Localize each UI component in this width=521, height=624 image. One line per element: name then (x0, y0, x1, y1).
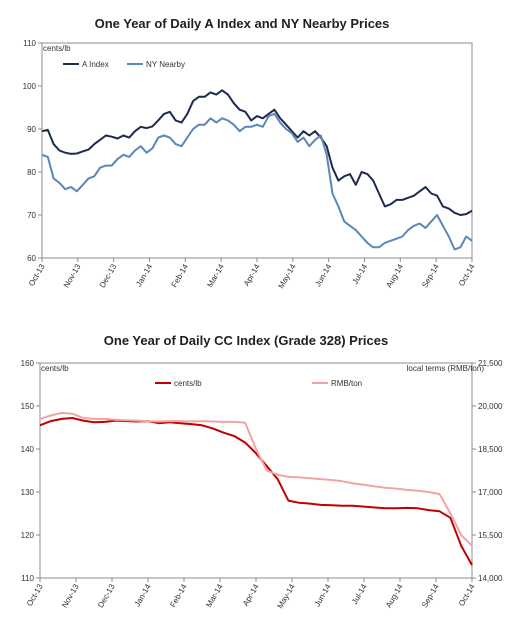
y2-tick-label: 17,000 (478, 488, 503, 497)
y2-tick-label: 18,500 (478, 445, 503, 454)
y-tick-label: 110 (21, 574, 34, 583)
x-tick-label: Nov-13 (60, 582, 81, 609)
chart-title: One Year of Daily CC Index (Grade 328) P… (104, 333, 388, 348)
y-tick-label: 140 (21, 445, 35, 454)
x-tick-label: Jan-14 (133, 582, 153, 608)
x-tick-label: Oct-14 (457, 582, 477, 608)
y2-tick-label: 14,000 (478, 574, 503, 583)
x-tick-label: Sep-14 (420, 582, 441, 609)
x-tick-label: Apr-14 (241, 582, 261, 608)
y-tick-label: 110 (23, 39, 36, 48)
y-tick-label: 150 (21, 402, 35, 411)
x-tick-label: Nov-13 (62, 262, 83, 289)
x-tick-label: Jun-14 (313, 582, 333, 608)
chart-cc-index: One Year of Daily CC Index (Grade 328) P… (21, 333, 503, 610)
y-tick-label: 80 (27, 168, 36, 177)
series-line-ny-nearby (41, 112, 473, 251)
x-tick-label: Dec-13 (98, 262, 119, 289)
legend-label: cents/lb (174, 379, 202, 388)
y2-axis-label: local terms (RMB/ton) (407, 364, 485, 373)
plot-frame (39, 362, 473, 579)
y2-tick-label: 15,500 (478, 531, 503, 540)
y-tick-label: 160 (21, 359, 35, 368)
y-tick-label: 100 (23, 82, 37, 91)
y2-tick-label: 20,000 (478, 402, 503, 411)
x-tick-label: Sep-14 (420, 262, 441, 289)
chart-a-index-ny-nearby: One Year of Daily A Index and NY Nearby … (23, 16, 477, 290)
x-tick-label: Oct-13 (25, 582, 45, 608)
x-tick-label: Mar-14 (204, 582, 225, 609)
series-line-rmb-ton (39, 411, 473, 547)
x-tick-label: Aug-14 (384, 262, 405, 289)
x-tick-label: Jul-14 (351, 262, 370, 286)
plot-frame (41, 42, 473, 259)
x-tick-label: Jun-14 (313, 262, 333, 288)
legend-label: NY Nearby (146, 60, 185, 69)
series-line-a-index (41, 89, 473, 216)
y-axis-label: cents/lb (43, 44, 71, 53)
chart-title: One Year of Daily A Index and NY Nearby … (95, 16, 390, 31)
x-tick-label: Jul-14 (350, 582, 369, 606)
y-axis-label: cents/lb (41, 364, 69, 373)
y-tick-label: 70 (27, 211, 36, 220)
x-tick-label: Mar-14 (205, 262, 226, 289)
legend-label: RMB/ton (331, 379, 362, 388)
y2-tick-label: 21,500 (478, 359, 503, 368)
x-tick-label: Oct-13 (27, 262, 47, 288)
x-tick-label: Jan-14 (134, 262, 154, 288)
x-tick-label: Apr-14 (242, 262, 262, 288)
x-tick-label: Aug-14 (384, 582, 405, 609)
x-tick-label: Feb-14 (170, 262, 191, 289)
y-tick-label: 120 (21, 531, 35, 540)
y-tick-label: 60 (27, 254, 36, 263)
x-tick-label: Feb-14 (168, 582, 189, 609)
x-tick-label: Oct-14 (457, 262, 477, 288)
x-tick-label: Dec-13 (96, 582, 117, 609)
y-tick-label: 90 (27, 125, 36, 134)
x-tick-label: May-14 (276, 582, 297, 610)
x-tick-label: May-14 (276, 262, 297, 290)
series-line-cents-lb (39, 417, 473, 566)
legend-label: A Index (82, 60, 109, 69)
y-tick-label: 130 (21, 488, 35, 497)
